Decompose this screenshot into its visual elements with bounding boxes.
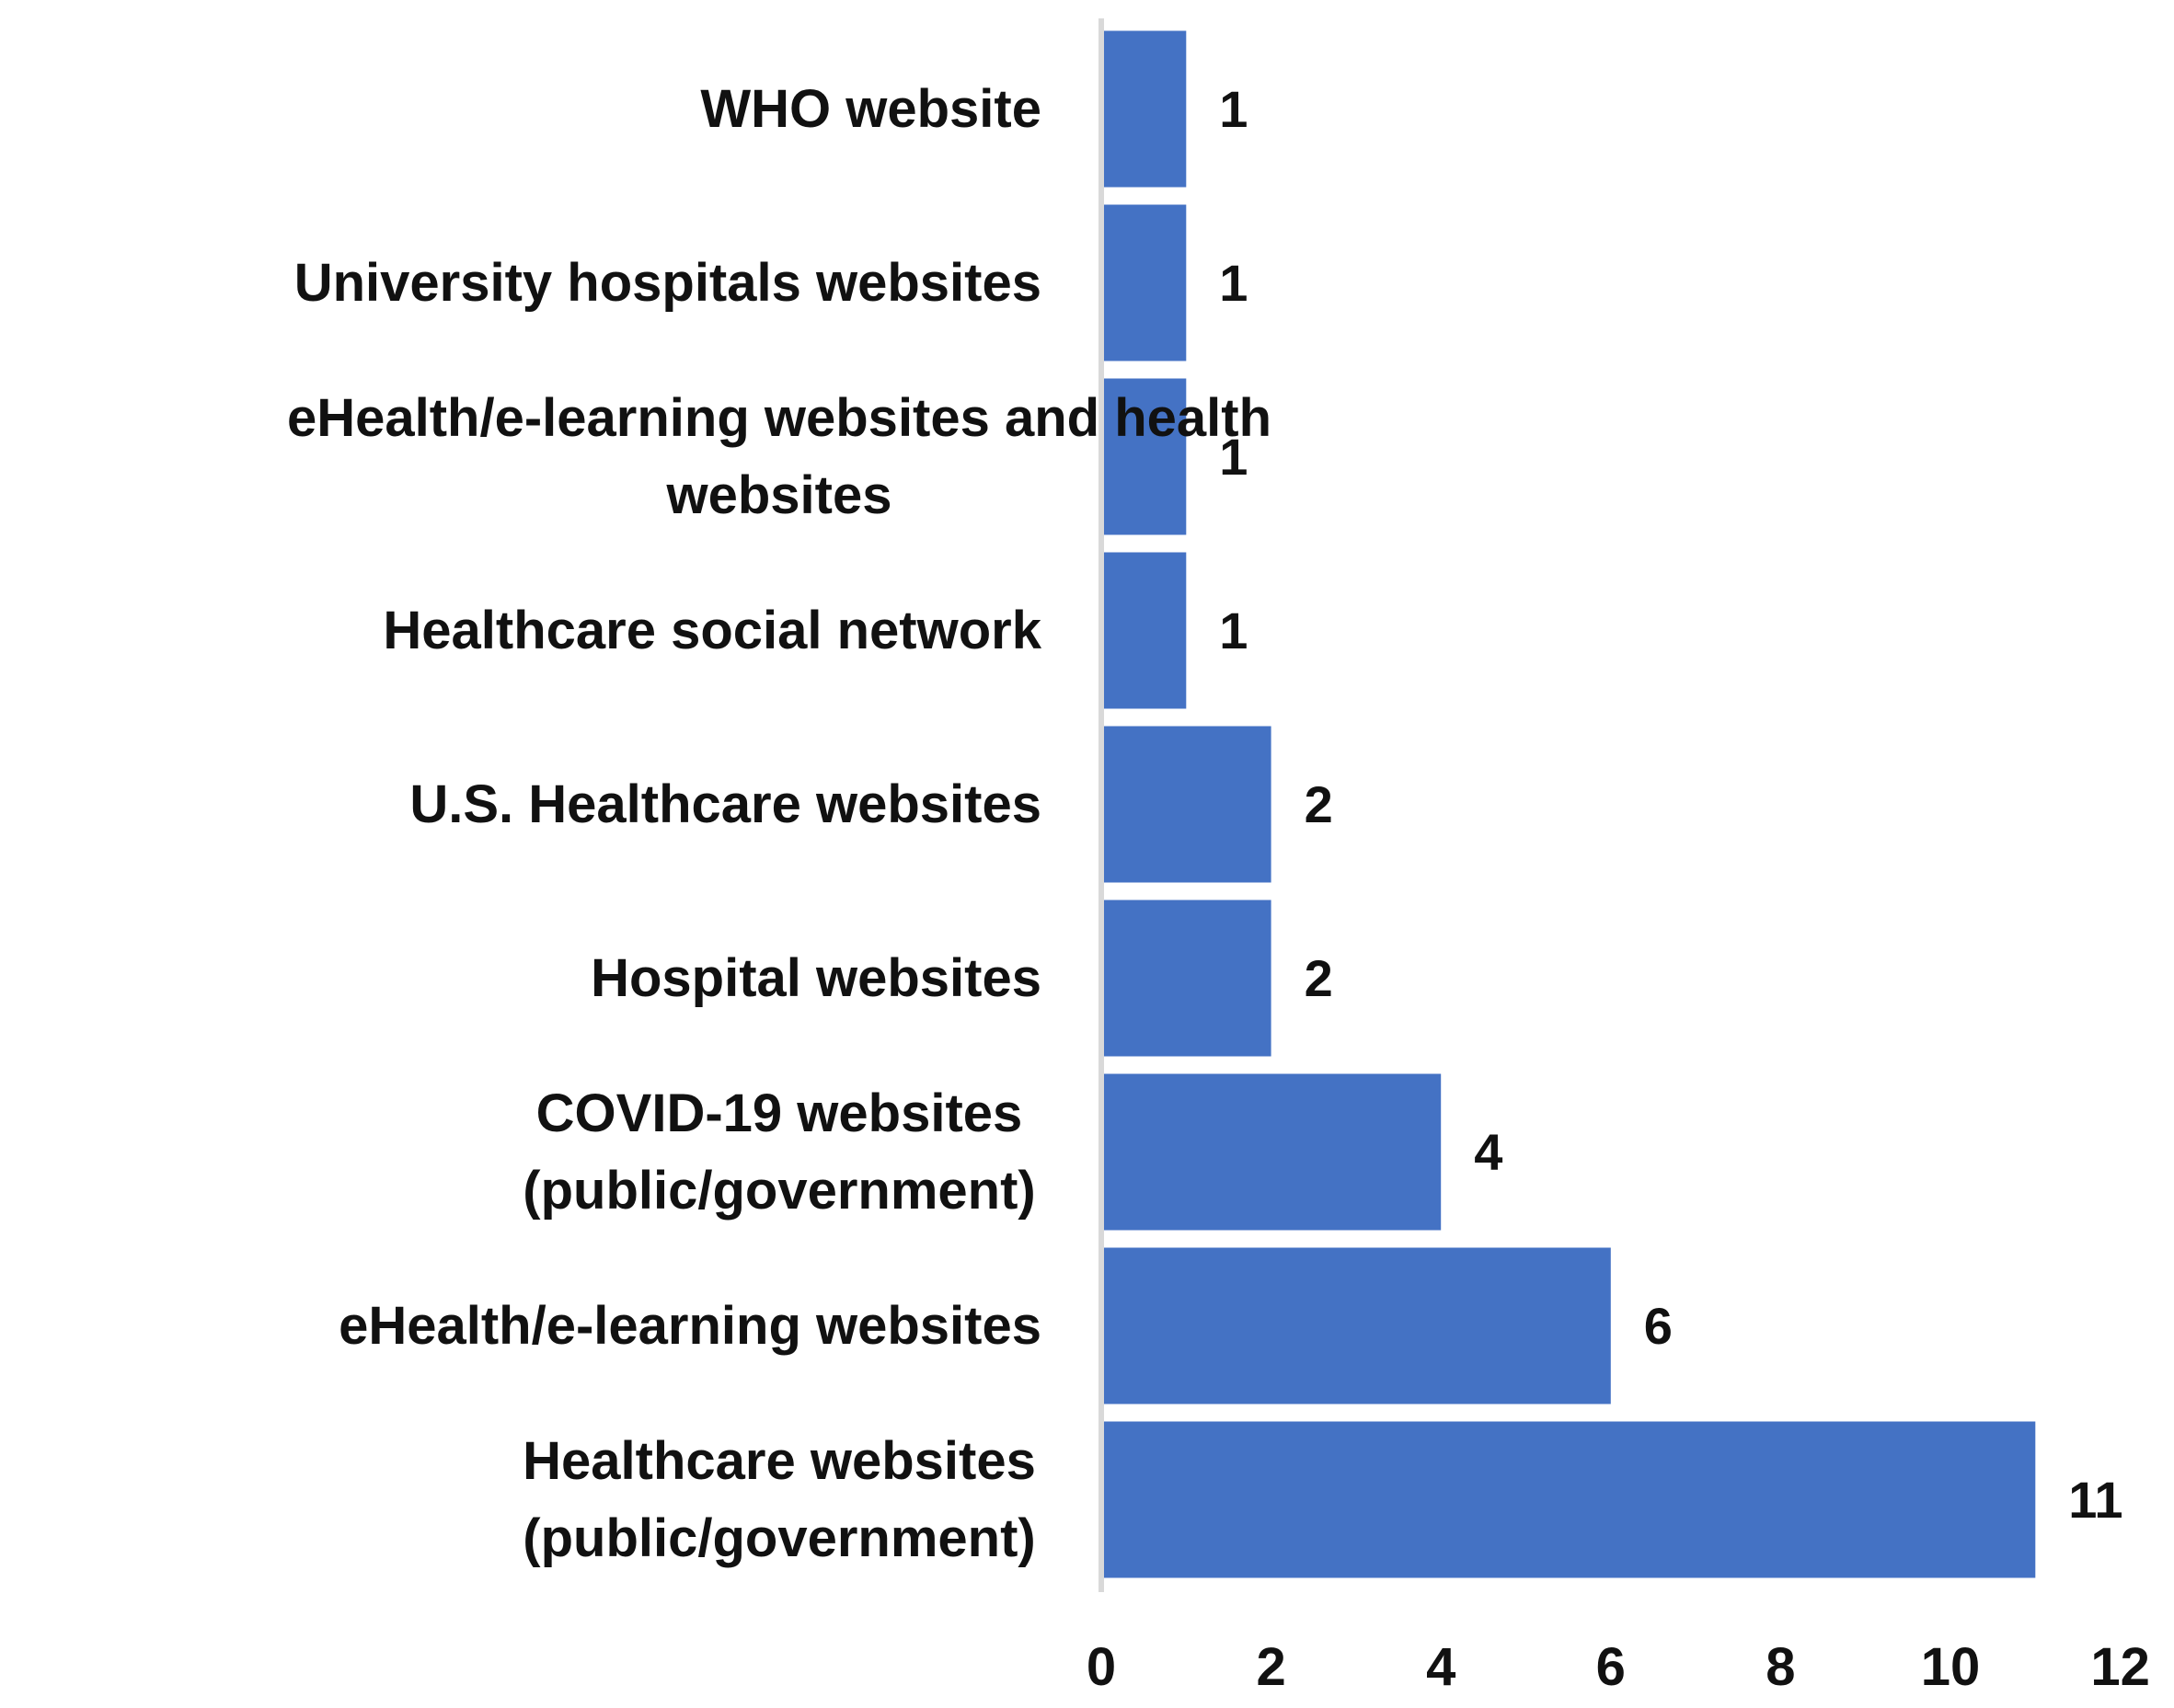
category-label: Hospital websites	[591, 948, 1041, 1008]
data-label: 6	[1644, 1297, 1673, 1355]
category-label: Healthcare social network	[383, 601, 1041, 660]
category-label: University hospitals websites	[294, 253, 1041, 313]
category-label-line: Healthcare social network	[383, 601, 1041, 660]
bar	[1101, 900, 1271, 1057]
data-label: 2	[1305, 949, 1333, 1007]
data-label: 1	[1219, 602, 1248, 659]
category-label-line: University hospitals websites	[294, 253, 1041, 313]
category-label-line: COVID-19 websites	[536, 1083, 1023, 1143]
category-label: WHO website	[700, 79, 1041, 139]
category-label-line: WHO website	[700, 79, 1041, 139]
category-label-line: eHealth/e-learning websites	[339, 1296, 1041, 1356]
category-label-line: U.S. Healthcare websites	[409, 774, 1041, 834]
bars-group	[1101, 30, 2036, 1578]
data-label: 1	[1219, 428, 1248, 486]
bar	[1101, 552, 1187, 709]
bar	[1101, 726, 1271, 883]
x-tick-label: 12	[2090, 1637, 2150, 1697]
category-label-line: Healthcare websites	[523, 1431, 1036, 1491]
data-label: 4	[1474, 1123, 1502, 1181]
data-label: 2	[1305, 775, 1333, 833]
data-label: 1	[1219, 80, 1248, 138]
bar	[1101, 30, 1187, 188]
x-tick-label: 0	[1087, 1637, 1116, 1697]
category-label-line: websites	[666, 465, 892, 525]
category-label: Healthcare websites (public/government)	[523, 1431, 1036, 1568]
data-label: 1	[1219, 254, 1248, 312]
category-label-line: Hospital websites	[591, 948, 1041, 1008]
category-label-line: (public/government)	[523, 1508, 1035, 1568]
category-label: eHealth/e-learning websites	[339, 1296, 1041, 1356]
category-label-line: (public/government)	[523, 1161, 1035, 1221]
category-label-line: eHealth/e-learning websites and health	[287, 388, 1271, 448]
category-label: COVID-19 websites (public/government)	[523, 1083, 1035, 1221]
x-tick-label: 8	[1766, 1637, 1795, 1697]
x-tick-label: 2	[1256, 1637, 1285, 1697]
x-axis-ticks-group: 0 2 4 6 8 10 12	[1087, 1637, 2150, 1697]
x-tick-label: 10	[1921, 1637, 1981, 1697]
bar	[1101, 204, 1187, 361]
x-tick-label: 6	[1596, 1637, 1626, 1697]
category-label: U.S. Healthcare websites	[409, 774, 1041, 834]
category-label: eHealth/e-learning websites and health we…	[287, 388, 1271, 525]
data-label: 11	[2068, 1471, 2122, 1529]
bar	[1101, 1247, 1611, 1404]
bar	[1101, 1421, 2036, 1578]
bar	[1101, 378, 1187, 535]
bar	[1101, 1073, 1442, 1231]
category-labels-group: Healthcare websites (public/government) eH…	[287, 79, 1271, 1568]
x-tick-label: 4	[1426, 1637, 1455, 1697]
